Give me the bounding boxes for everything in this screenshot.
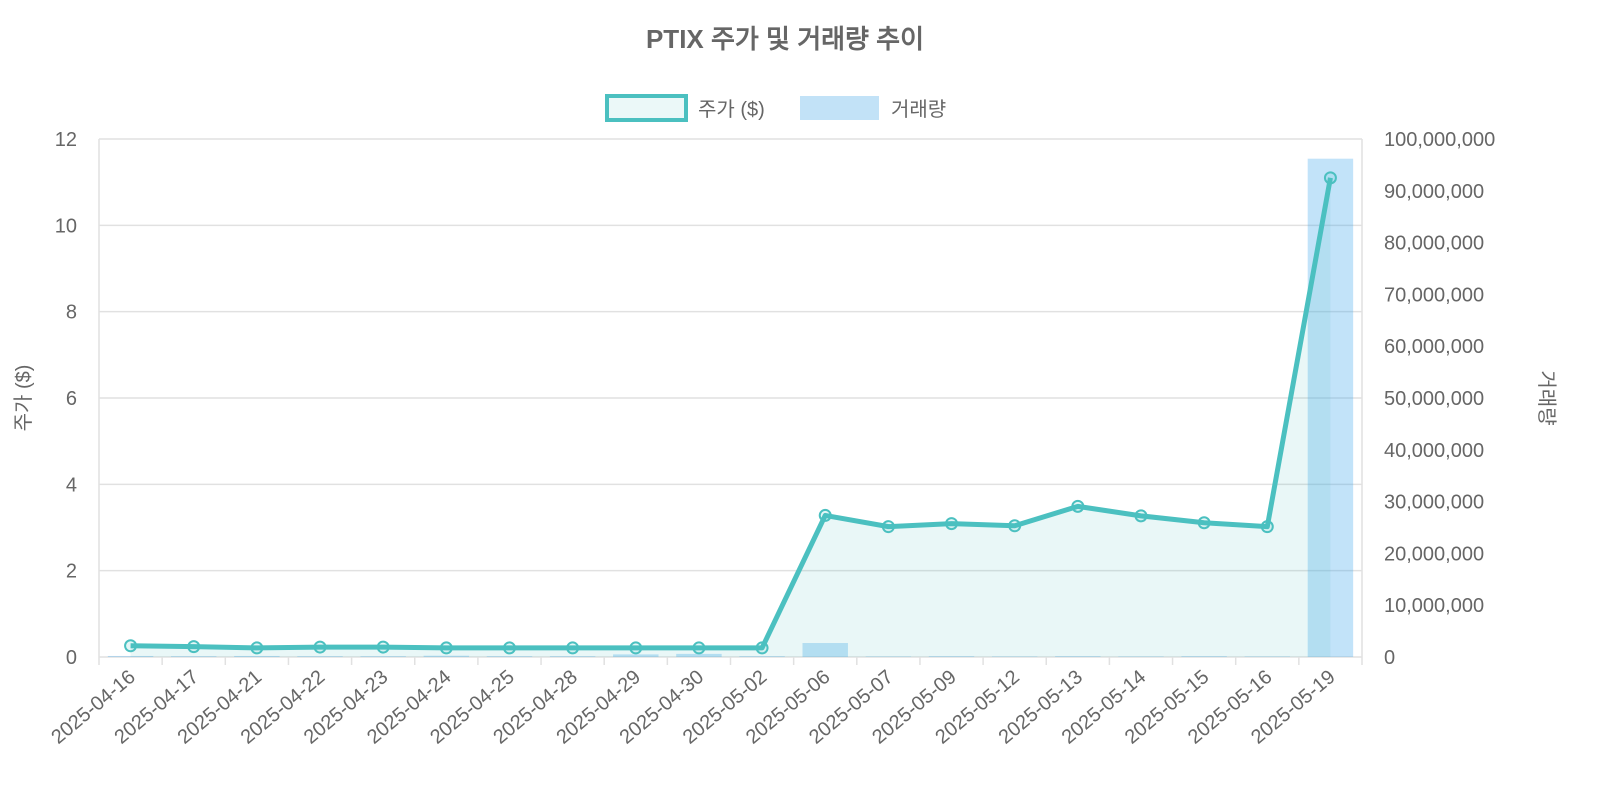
volume-bars xyxy=(107,158,1354,657)
price-point[interactable] xyxy=(629,641,643,655)
legend-swatch-volume xyxy=(800,96,879,120)
legend-swatch-price xyxy=(605,94,688,122)
right-axis: 0 10,000,000 20,000,000 30,000,000 40,000,00… xyxy=(1384,129,1495,669)
volume-bar[interactable] xyxy=(486,656,533,657)
legend-item-price[interactable]: 주가 ($) xyxy=(605,94,765,122)
left-axis-label: 주가 ($) xyxy=(12,365,35,432)
volume-bar[interactable] xyxy=(802,643,848,657)
price-point[interactable] xyxy=(187,640,201,654)
price-area xyxy=(130,177,1331,657)
volume-bar[interactable] xyxy=(107,655,154,657)
left-axis: 0 2 4 6 8 10 12 xyxy=(55,129,77,669)
price-point[interactable] xyxy=(502,641,516,655)
right-tick-label: 70,000,000 xyxy=(1384,284,1484,306)
price-point[interactable] xyxy=(881,520,895,534)
price-point[interactable] xyxy=(1008,519,1022,533)
legend: 주가 ($) 거래량 xyxy=(605,94,946,122)
volume-bar[interactable] xyxy=(170,656,217,657)
volume-bar[interactable] xyxy=(1055,656,1101,657)
price-point[interactable] xyxy=(124,639,138,653)
volume-bar[interactable] xyxy=(549,656,596,657)
chart-title: PTIX 주가 및 거래량 추이 xyxy=(646,24,924,54)
right-axis-label: 거래량 xyxy=(1535,370,1558,425)
price-line xyxy=(124,171,1337,657)
volume-bar[interactable] xyxy=(423,655,470,657)
price-point[interactable] xyxy=(376,640,390,654)
legend-label-price: 주가 ($) xyxy=(698,98,765,121)
left-tick-label: 2 xyxy=(66,561,77,583)
price-point[interactable] xyxy=(1071,499,1085,513)
right-tick-label: 80,000,000 xyxy=(1384,233,1484,255)
right-tick-label: 20,000,000 xyxy=(1384,543,1484,565)
price-point[interactable] xyxy=(250,641,264,655)
left-tick-label: 0 xyxy=(66,647,77,669)
price-point[interactable] xyxy=(945,517,959,531)
price-point[interactable] xyxy=(1323,171,1337,185)
right-tick-label: 60,000,000 xyxy=(1384,336,1484,358)
volume-bar[interactable] xyxy=(865,656,912,657)
price-point[interactable] xyxy=(1197,516,1211,530)
price-point[interactable] xyxy=(1260,520,1274,534)
right-tick-label: 100,000,000 xyxy=(1384,129,1495,151)
price-point[interactable] xyxy=(818,508,832,522)
price-point[interactable] xyxy=(313,640,327,654)
left-tick-label: 10 xyxy=(55,215,77,237)
left-tick-label: 12 xyxy=(55,129,77,151)
left-tick-label: 6 xyxy=(66,388,77,410)
volume-bar[interactable] xyxy=(991,656,1038,657)
volume-bar[interactable] xyxy=(360,656,406,657)
volume-bar[interactable] xyxy=(297,656,343,657)
price-point[interactable] xyxy=(566,641,580,655)
left-tick-label: 8 xyxy=(66,302,77,324)
price-line-path xyxy=(130,177,1333,651)
volume-bar[interactable] xyxy=(234,655,280,657)
volume-bar[interactable] xyxy=(676,653,722,657)
grid xyxy=(98,138,1363,665)
volume-bar[interactable] xyxy=(1181,656,1227,657)
right-tick-label: 30,000,000 xyxy=(1384,492,1484,514)
price-point[interactable] xyxy=(755,641,769,655)
volume-bar[interactable] xyxy=(739,656,785,657)
volume-bar[interactable] xyxy=(1307,158,1354,657)
volume-bar[interactable] xyxy=(928,656,975,657)
price-point[interactable] xyxy=(1134,509,1148,523)
right-tick-label: 0 xyxy=(1384,647,1395,669)
right-tick-label: 40,000,000 xyxy=(1384,440,1484,462)
right-tick-label: 90,000,000 xyxy=(1384,181,1484,203)
volume-bar[interactable] xyxy=(1118,656,1164,657)
price-point[interactable] xyxy=(439,641,453,655)
right-tick-label: 50,000,000 xyxy=(1384,388,1484,410)
legend-item-volume[interactable]: 거래량 xyxy=(800,96,946,121)
price-point[interactable] xyxy=(692,641,706,655)
legend-label-volume: 거래량 xyxy=(891,98,946,121)
volume-bar[interactable] xyxy=(1244,656,1291,657)
x-axis: 2025-04-162025-04-172025-04-212025-04-22… xyxy=(47,666,1339,749)
volume-bar[interactable] xyxy=(613,654,659,657)
left-tick-label: 4 xyxy=(66,474,77,496)
right-tick-label: 10,000,000 xyxy=(1384,595,1484,617)
